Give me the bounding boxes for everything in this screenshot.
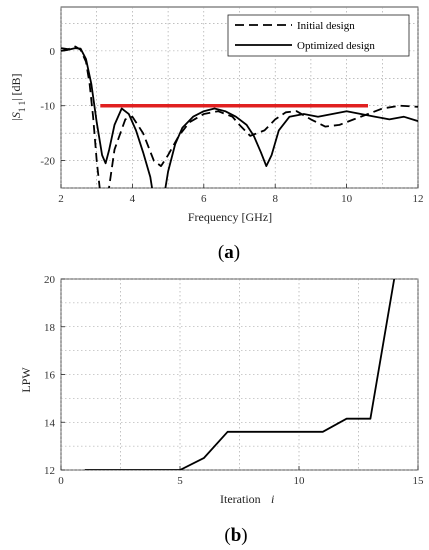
panel-b-y-tick-label: 18 [44,322,56,334]
panel-b-x-axis-label: Iteration [220,492,261,506]
panel-b-series-line-0 [84,279,396,470]
panel-a-x-axis-label: Frequency [GHz] [188,210,272,224]
legend-label-optimized: Optimized design [297,40,375,52]
panel-a-x-tick-label: 2 [58,193,64,205]
svg-text:LPW: LPW [19,367,33,393]
panel-a-x-tick-label: 4 [130,193,136,205]
panel-a-legend: Initial design Optimized design [227,14,410,57]
panel-b-y-tick-label: 20 [44,274,56,286]
panel-b-x-axis-label-text: Iteration [220,492,261,506]
panel-b-x-tick-label: 15 [413,475,425,487]
panel-a-x-tick-label: 8 [272,193,278,205]
legend-box [227,14,410,57]
panel-a-series-initial-design [61,45,418,188]
panel-b-x-axis-symbol: i [271,492,274,506]
panel-b-y-axis-label: LPW [19,367,33,393]
panel-a-y-axis-label: |S1 1| [dB] [9,73,27,120]
panel-b-label: (b) [224,525,247,546]
panel-a-x-tick-label: 6 [201,193,207,205]
panel-b-series [84,279,396,470]
panel-a-y-tick-label: -10 [40,101,55,113]
panel-b-x-tick-label: 0 [58,475,64,487]
panel-b-y-tick-label: 16 [44,370,56,382]
panel-b-x-tick-label: 10 [294,475,306,487]
panel-a-y-tick-label: -20 [40,156,55,168]
panel-b-x-tick-label: 5 [177,475,183,487]
svg-text:|S1 1| [dB]: |S1 1| [dB] [9,73,27,120]
panel-a-series [61,45,418,188]
panel-b-grid [60,278,419,471]
panel-b-chart: 0 5 10 15 12 14 16 18 20 Iteration i LPW (b) [19,274,424,546]
panel-a-y-tick-label: 0 [50,46,56,58]
panel-a-x-tick-label: 10 [341,193,353,205]
panel-a-chart: 2 4 6 8 10 12 0 -10 -20 Initial design Optimized… [9,6,424,263]
legend-label-initial: Initial design [297,20,355,32]
panel-a-label: (a) [218,242,240,263]
panel-a-series-optimized-design [61,47,418,188]
panel-a-x-tick-label: 12 [413,193,424,205]
panel-b-y-tick-label: 14 [44,417,56,429]
panel-a-ticks: 2 4 6 8 10 12 0 -10 -20 [40,46,423,205]
panel-b-y-tick-label: 12 [44,465,55,477]
